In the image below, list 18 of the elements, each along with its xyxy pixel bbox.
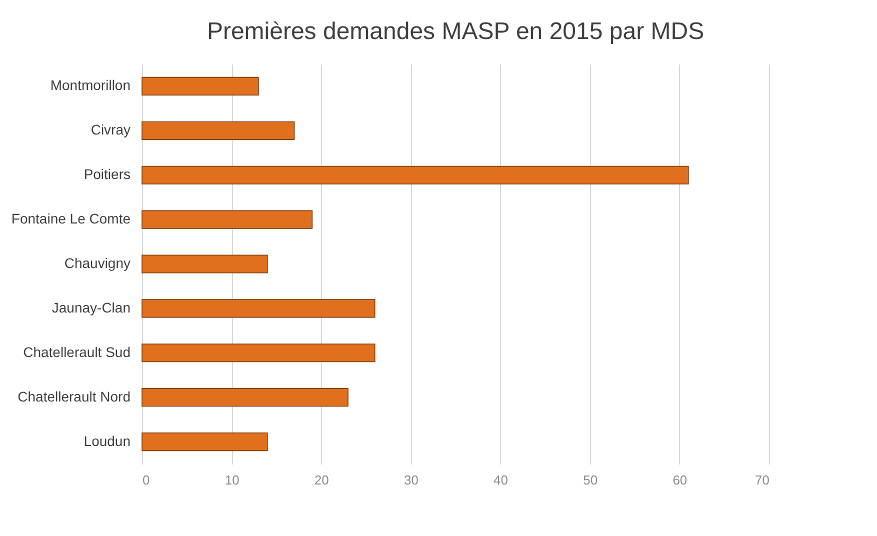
x-tick-label: 50 [583, 472, 598, 488]
x-tick-label: 20 [314, 472, 329, 488]
y-tick-label: Jaunay-Clan [52, 299, 130, 316]
y-tick-label: Chatellerault Sud [23, 344, 130, 360]
y-tick-label: Chatellerault Nord [18, 388, 130, 404]
y-tick-label: Montmorillon [50, 77, 130, 94]
x-tick-label: 60 [672, 472, 688, 488]
y-tick-label: Loudun [84, 432, 130, 449]
x-tick-label: 30 [404, 472, 418, 488]
chart-title: Premières demandes MASP en 2015 par MDS [206, 18, 704, 45]
y-tick-label: Poitiers [84, 166, 130, 182]
x-tick-label: 40 [494, 472, 508, 488]
x-tick-label: 10 [224, 472, 240, 488]
x-tick-label: 70 [755, 472, 770, 488]
y-tick-label: Chauvigny [64, 255, 130, 271]
y-tick-label: Fontaine Le Comte [11, 210, 131, 227]
y-tick-label: Civray [90, 122, 130, 138]
x-tick-label: 0 [142, 472, 150, 488]
